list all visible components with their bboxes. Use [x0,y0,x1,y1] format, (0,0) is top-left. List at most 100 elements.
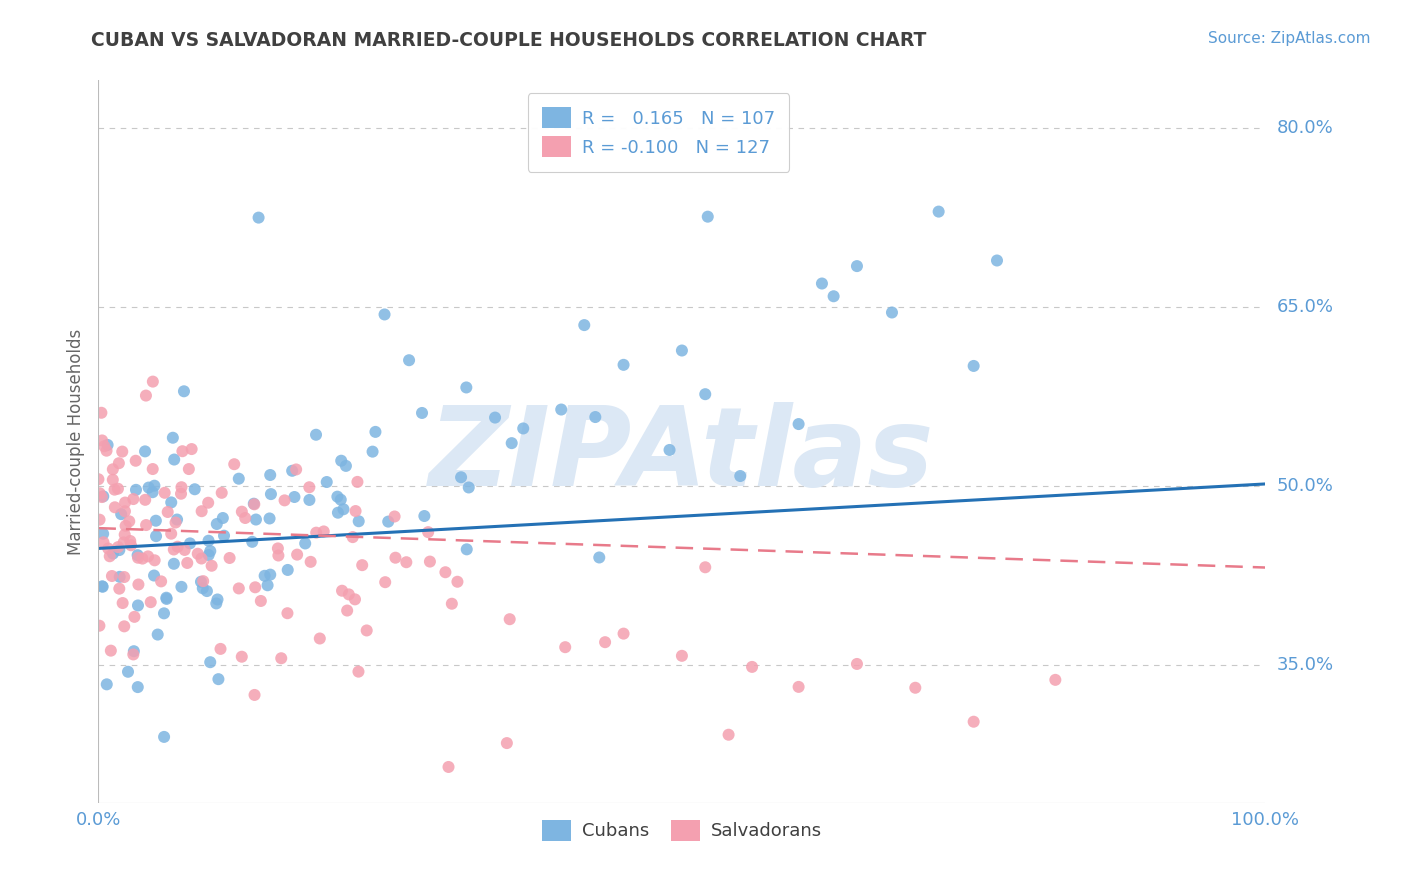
Point [122,644,145,658]
Point [277,563,299,577]
Point [741,660,763,674]
Point [259,567,281,582]
Point [270,651,292,665]
Point [811,277,834,291]
Point [89,513,111,527]
Text: 50.0%: 50.0% [1277,477,1333,495]
Point [696,210,718,224]
Point [127,550,149,565]
Point [193,574,215,589]
Point [228,472,250,486]
Point [413,508,436,523]
Point [456,380,478,394]
Point [298,492,321,507]
Point [155,591,177,605]
Point [418,525,440,540]
Text: Source: ZipAtlas.com: Source: ZipAtlas.com [1208,31,1371,46]
Point [117,665,139,679]
Point [671,648,693,663]
Point [112,535,135,549]
Point [267,541,290,556]
Point [125,483,148,497]
Point [101,462,124,476]
Point [107,482,129,496]
Point [730,469,752,483]
Point [165,516,187,530]
Point [207,592,229,607]
Point [163,542,186,557]
Point [170,487,193,501]
Point [344,504,367,518]
Point [343,592,366,607]
Point [1045,673,1067,687]
Point [377,515,399,529]
Point [273,493,295,508]
Point [326,490,349,504]
Point [156,505,179,519]
Point [176,556,198,570]
Point [145,514,167,528]
Point [146,627,169,641]
Point [108,570,131,584]
Point [112,619,135,633]
Point [218,551,240,566]
Point [142,485,165,500]
Point [93,535,115,549]
Point [162,431,184,445]
Point [163,452,186,467]
Point [180,442,202,456]
Point [166,512,188,526]
Point [440,597,463,611]
Text: 35.0%: 35.0% [1277,657,1334,674]
Point [419,555,441,569]
Point [101,473,124,487]
Point [259,511,281,525]
Point [135,518,157,533]
Point [87,472,110,486]
Point [305,427,328,442]
Point [114,495,136,509]
Point [190,574,212,589]
Point [184,482,207,496]
Point [846,657,869,671]
Point [96,443,118,458]
Point [91,489,114,503]
Point [97,541,120,556]
Text: CUBAN VS SALVADORAN MARRIED-COUPLE HOUSEHOLDS CORRELATION CHART: CUBAN VS SALVADORAN MARRIED-COUPLE HOUSE… [91,31,927,50]
Point [179,536,201,550]
Point [177,462,200,476]
Point [986,253,1008,268]
Legend: Cubans, Salvadorans: Cubans, Salvadorans [534,813,830,848]
Point [243,497,266,511]
Point [127,599,149,613]
Point [281,464,304,478]
Point [434,566,457,580]
Point [823,289,845,303]
Point [160,495,183,509]
Point [139,595,162,609]
Point [173,543,195,558]
Point [108,456,131,470]
Point [134,444,156,458]
Point [588,550,610,565]
Point [207,672,229,686]
Point [398,353,420,368]
Point [233,511,256,525]
Point [437,760,460,774]
Point [103,483,125,497]
Point [846,259,869,273]
Point [347,665,370,679]
Point [361,444,384,458]
Point [197,533,219,548]
Point [256,578,278,592]
Point [312,524,335,539]
Point [613,358,636,372]
Point [294,536,316,550]
Point [613,626,636,640]
Point [352,558,374,573]
Point [231,649,253,664]
Point [260,487,283,501]
Point [231,505,253,519]
Text: 80.0%: 80.0% [1277,119,1333,137]
Point [138,481,160,495]
